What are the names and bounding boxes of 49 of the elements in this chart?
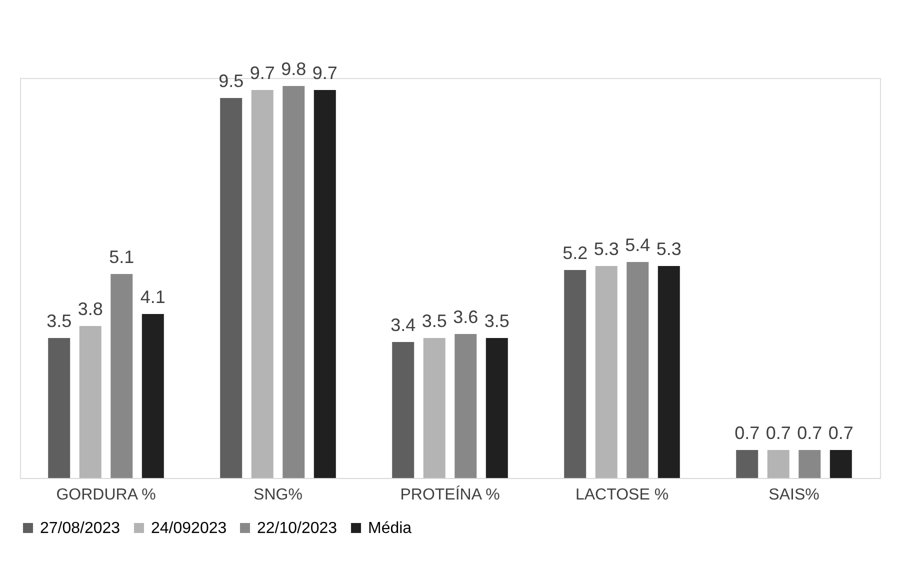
- data-label: 9.7: [312, 63, 338, 83]
- data-label: 3.4: [390, 315, 416, 335]
- bar: [392, 342, 414, 478]
- bar: [626, 262, 649, 478]
- x-tick-label: GORDURA %: [56, 486, 156, 504]
- x-tick-label: SAIS%: [768, 486, 820, 504]
- x-tick-label: SNG%: [254, 486, 302, 504]
- bar: [314, 90, 336, 478]
- bar: [736, 450, 758, 478]
- bar: [767, 450, 790, 478]
- bar: [282, 86, 305, 478]
- data-label: 5.3: [594, 239, 619, 259]
- legend-label: 24/092023: [151, 520, 227, 537]
- bar: [220, 98, 242, 478]
- data-label: 5.2: [562, 243, 588, 263]
- data-label: 0.7: [828, 423, 854, 443]
- data-label: 4.1: [140, 287, 166, 307]
- data-label: 3.5: [484, 311, 510, 331]
- bar: [798, 450, 821, 478]
- data-label: 0.7: [734, 423, 760, 443]
- bar: [595, 266, 618, 478]
- data-label: 0.7: [797, 423, 822, 443]
- bar: [79, 326, 102, 478]
- data-label: 3.6: [453, 307, 478, 327]
- legend-label: Média: [368, 520, 412, 537]
- legend-label: 27/08/2023: [40, 520, 120, 537]
- data-label: 9.5: [218, 71, 244, 91]
- bar: [142, 314, 164, 478]
- data-label: 5.1: [109, 247, 134, 267]
- bar: [110, 274, 133, 478]
- data-label: 3.8: [78, 299, 103, 319]
- data-label: 0.7: [766, 423, 791, 443]
- bar: [454, 334, 477, 478]
- bar: [251, 90, 274, 478]
- bar: [564, 270, 586, 478]
- bar: [658, 266, 680, 478]
- x-tick-label: LACTOSE %: [575, 486, 669, 504]
- x-tick-label: PROTEÍNA %: [400, 486, 500, 504]
- legend-label: 22/10/2023: [257, 520, 338, 537]
- data-label: 5.3: [656, 239, 682, 259]
- data-label: 3.5: [46, 311, 72, 331]
- data-label: 3.5: [422, 311, 447, 331]
- data-label: 9.8: [281, 59, 306, 79]
- bar: [830, 450, 852, 478]
- bar: [423, 338, 446, 478]
- data-label: 5.4: [625, 235, 650, 255]
- data-label: 9.7: [250, 63, 275, 83]
- bar: [486, 338, 508, 478]
- bar: [48, 338, 70, 478]
